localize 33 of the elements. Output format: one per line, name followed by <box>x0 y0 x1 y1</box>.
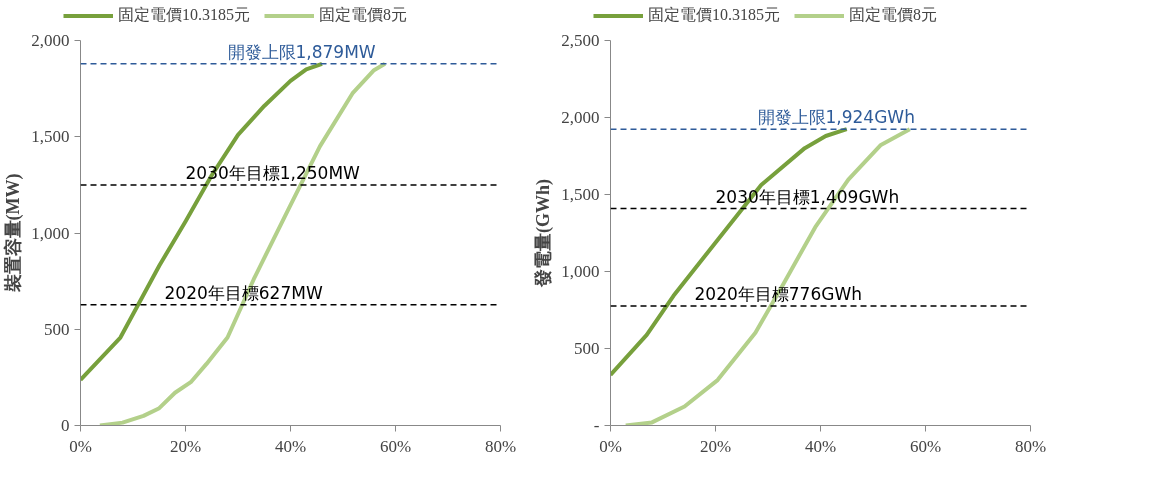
x-tick-label: 40% <box>804 436 837 456</box>
legend-label: 固定電價10.3185元 <box>118 4 250 25</box>
legend-label: 固定電價8元 <box>319 4 407 25</box>
y-axis-title: 裝置容量(MW) <box>3 173 25 294</box>
y-axis-title: 發電量(GWh) <box>533 178 555 288</box>
line-series <box>623 127 912 426</box>
ref-line-label: 2020年目標627MW <box>164 282 323 303</box>
y-tick-label: 2,500 <box>561 31 600 50</box>
x-tick-label: 80% <box>1014 436 1047 456</box>
x-tick-label: 40% <box>274 436 307 456</box>
x-tick-label: 20% <box>699 436 732 456</box>
ref-line-label: 開發上限1,924GWh <box>757 107 915 128</box>
x-tick-label: 0% <box>599 436 622 456</box>
y-tick-label: 2,000 <box>561 108 600 127</box>
y-tick-label: 500 <box>44 319 70 339</box>
x-tick-label: 80% <box>484 436 517 456</box>
y-tick-label: 2,000 <box>31 31 70 50</box>
y-tick-label: 0 <box>61 416 70 435</box>
line-series <box>97 61 387 426</box>
ref-line-label: 2020年目標776GWh <box>694 284 862 304</box>
x-tick-label: 20% <box>169 436 202 456</box>
y-tick-label: 1,500 <box>561 185 600 204</box>
y-tick-label: 1,000 <box>31 223 70 243</box>
x-tick-label: 60% <box>379 436 412 456</box>
y-tick-label: 1,500 <box>31 127 70 147</box>
y-tick-label: - <box>593 416 600 435</box>
y-tick-label: 500 <box>574 339 600 358</box>
legend-label: 固定電價10.3185元 <box>648 4 780 25</box>
y-tick-label: 1,000 <box>561 262 600 281</box>
x-tick-label: 60% <box>909 436 942 456</box>
ref-line-label: 開發上限1,879MW <box>227 41 376 62</box>
legend-label: 固定電價8元 <box>849 4 937 25</box>
x-tick-label: 0% <box>69 436 92 456</box>
